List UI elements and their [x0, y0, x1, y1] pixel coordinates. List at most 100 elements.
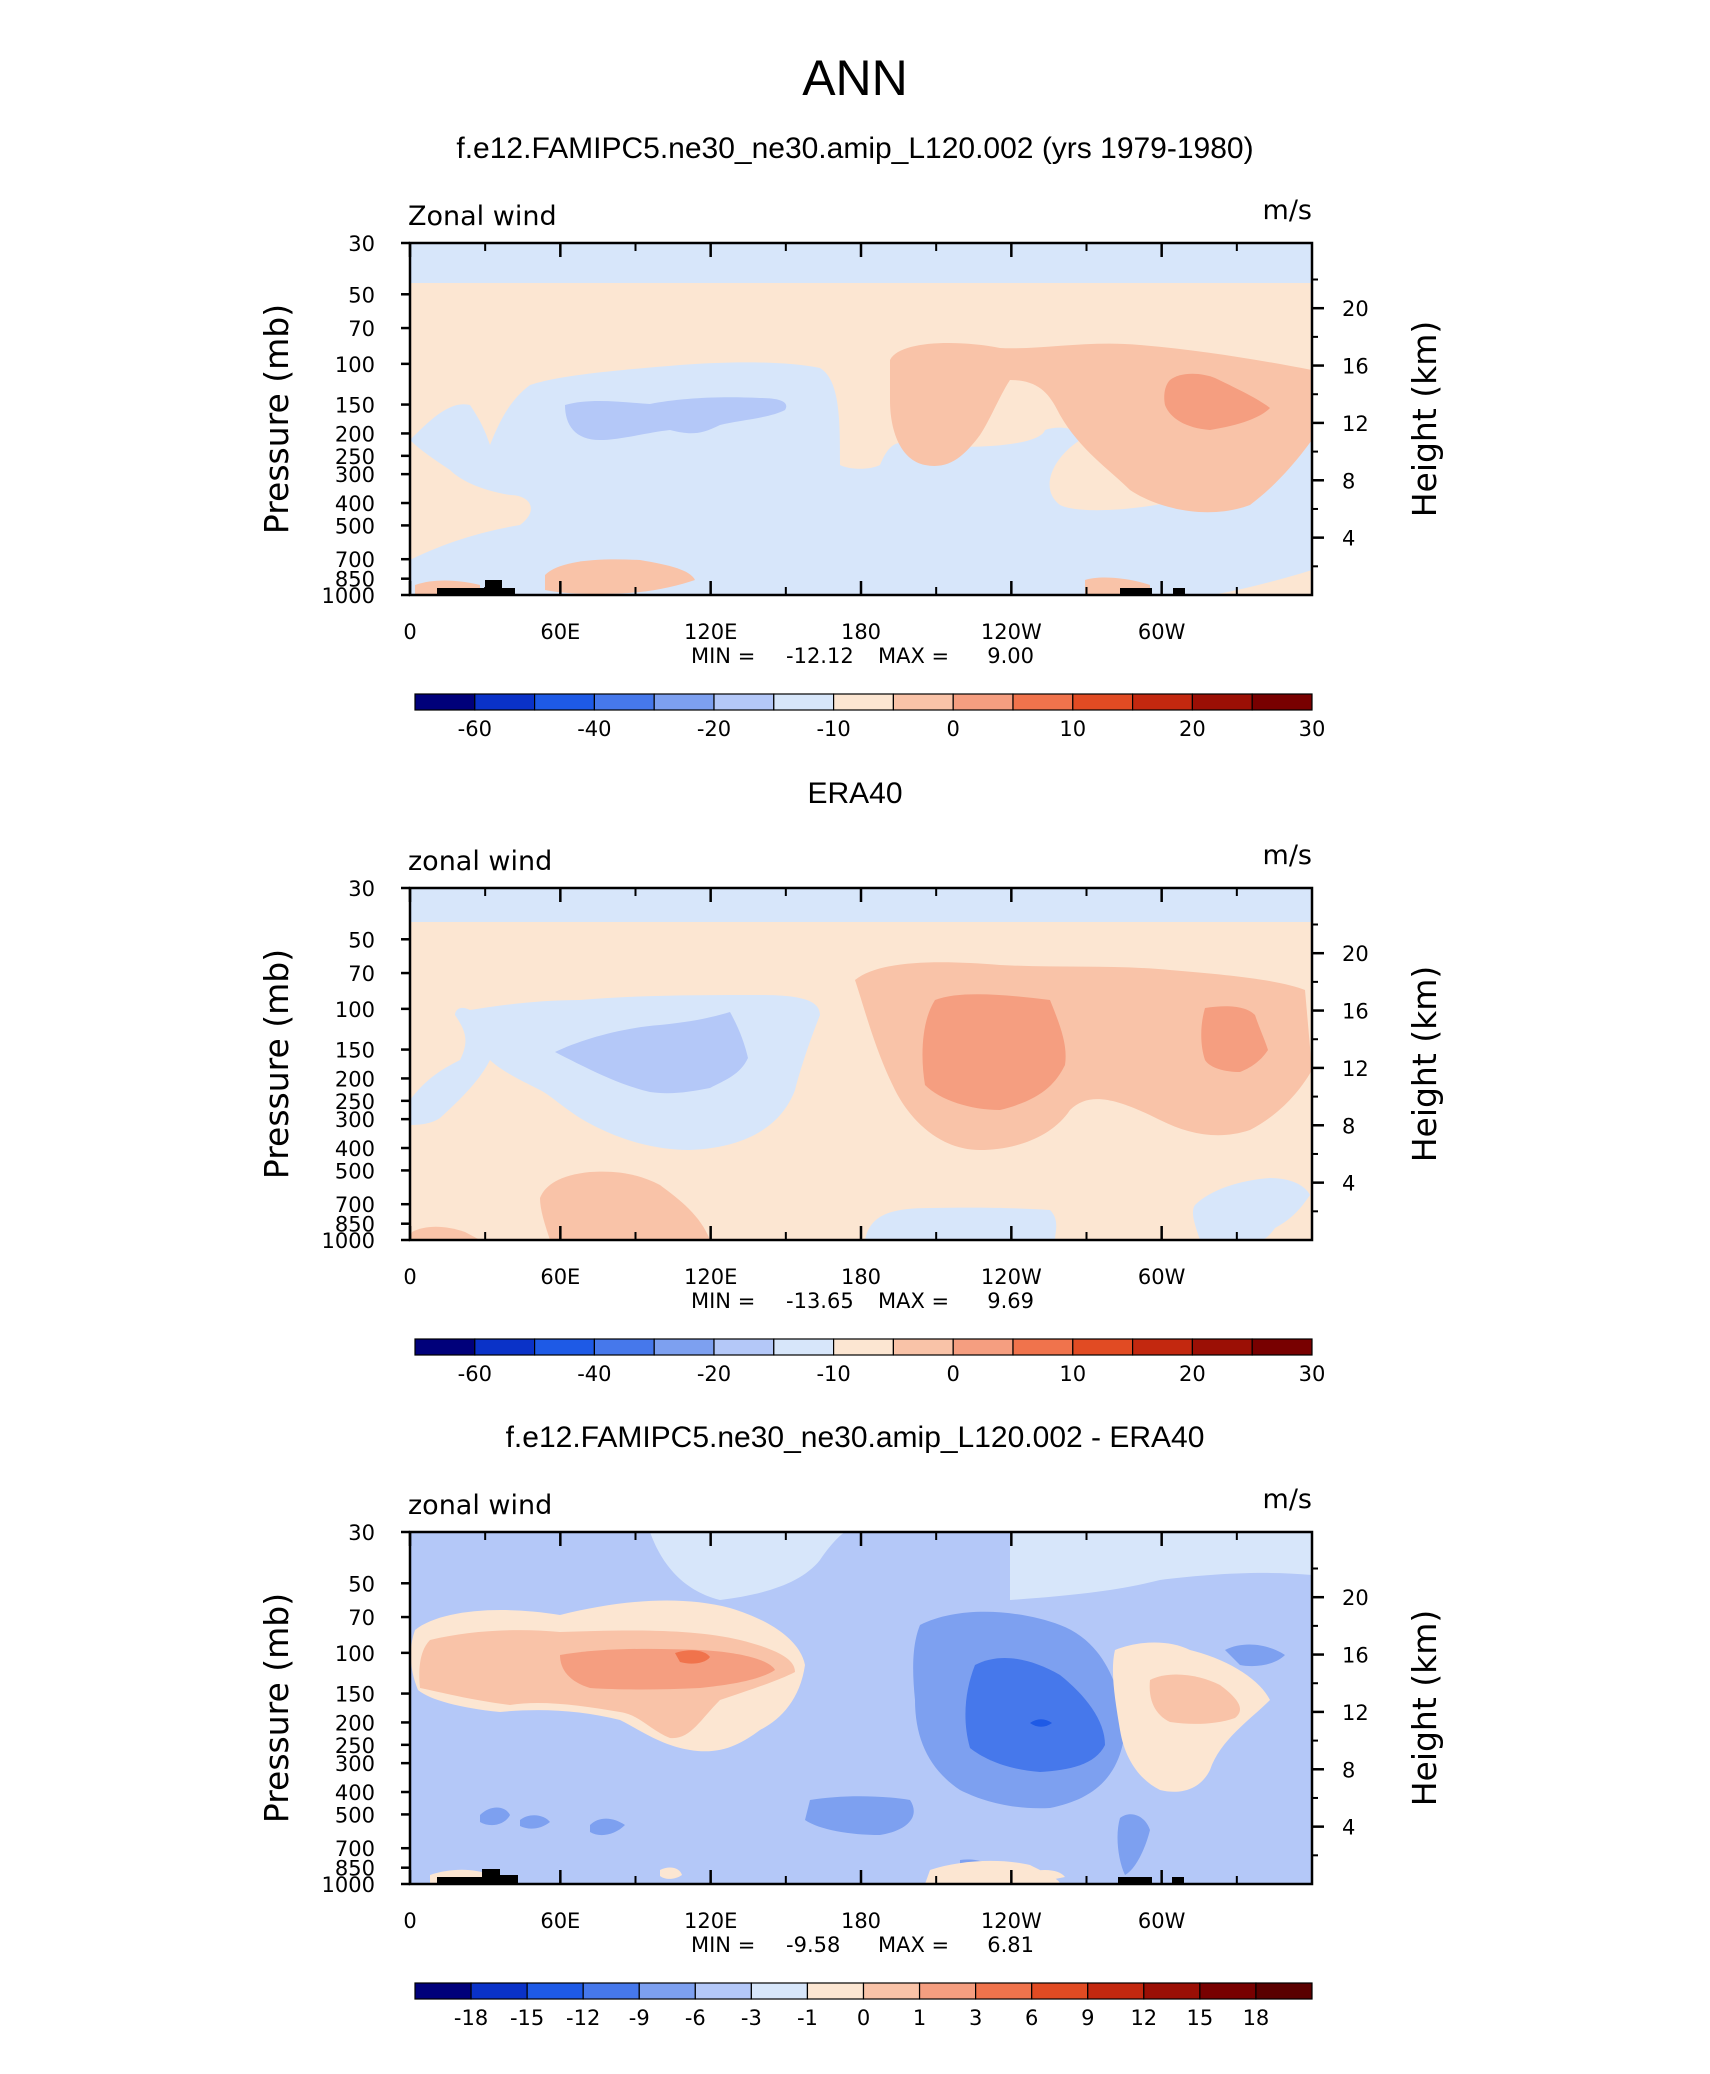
panel-1-y-tick-label: 850 [335, 568, 375, 592]
colorbar-2-label: 0 [947, 1362, 960, 1386]
panel-3-positive-strong [560, 1648, 775, 1690]
panel-1-y-tick-label: 150 [335, 394, 375, 418]
panel-2-x-tick-label: 0 [403, 1265, 416, 1289]
panel-1-topography [437, 580, 1185, 595]
panel-1-y-tick-label: 400 [335, 492, 375, 516]
colorbar-3-box [526, 1982, 584, 2000]
panel-3-y-tick-label: 1000 [322, 1873, 375, 1897]
colorbar-1-box [474, 693, 536, 711]
panel-3-y-axis-title: Pressure (mb) [257, 1593, 296, 1823]
panel-1-min-label: MIN = [691, 644, 755, 668]
panel-1-max-label: MAX = [878, 644, 949, 668]
panel-1-x-tick-label: 180 [841, 620, 881, 644]
colorbar-2-label: 20 [1179, 1362, 1206, 1386]
panel-3-y2-tick-label: 4 [1342, 1816, 1355, 1840]
colorbar-3-label: -1 [797, 2006, 818, 2030]
panel-2-max-value: 9.69 [987, 1289, 1034, 1313]
panel-2-x-tick-label: 60E [540, 1265, 580, 1289]
colorbar-1-box [593, 693, 655, 711]
panel-1-max-value: 9.00 [987, 644, 1034, 668]
panel-2-x-tick-label: 60W [1138, 1265, 1186, 1289]
panel-3-y-tick-label: 500 [335, 1803, 375, 1827]
colorbar-3-box [750, 1982, 809, 2000]
colorbar-3-label: -18 [454, 2006, 488, 2030]
colorbar-2-label: -40 [577, 1362, 611, 1386]
panel-2-x-tick-label: 180 [841, 1265, 881, 1289]
panel-2-y-tick-label: 400 [335, 1137, 375, 1161]
panel-1-x-tick-label: 120W [981, 620, 1042, 644]
panel-2-y2-tick-label: 20 [1342, 942, 1369, 966]
panel-3-y-tick-label: 850 [335, 1857, 375, 1881]
panel-2-negative-lower [865, 1178, 1310, 1240]
panel-1-units: m/s [1263, 195, 1312, 226]
panel-3-negative-peak [1030, 1719, 1052, 1727]
panel-2-contours [410, 888, 1312, 1240]
panel-2-y2-tick-label: 4 [1342, 1172, 1355, 1196]
panel-2-y-tick-label: 70 [348, 962, 375, 986]
colorbar-3-label: 9 [1081, 2006, 1094, 2030]
panel-2-y-tick-label: 200 [335, 1067, 375, 1091]
panel-2-y-tick-label: 300 [335, 1108, 375, 1132]
colorbar-2-label: -60 [458, 1362, 492, 1386]
panel-1-x-tick-label: 60W [1138, 620, 1186, 644]
panel-1-y-tick-label: 100 [335, 353, 375, 377]
panel-2-positive-core-1 [922, 994, 1066, 1110]
panel-1-x-tick-label: 0 [403, 620, 416, 644]
panel-3-y-tick-label: 700 [335, 1837, 375, 1861]
panel-1-positive-lower [545, 559, 695, 595]
panel-1-y-tick-label: 200 [335, 422, 375, 446]
colorbar-3-label: 1 [913, 2006, 926, 2030]
colorbar-3-label: 3 [969, 2006, 982, 2030]
chart-layers: f.e12.FAMIPC5.ne30_ne30.amip_L120.002 (y… [257, 132, 1444, 2030]
colorbar-2-box [414, 1338, 476, 1356]
panel-3-y-tick-label: 150 [335, 1683, 375, 1707]
panel-2-y-tick-label: 1000 [322, 1229, 375, 1253]
colorbar-3-label: 12 [1130, 2006, 1157, 2030]
panel-3-positive-right-core [1149, 1674, 1240, 1724]
panel-1-y-tick-label: 300 [335, 463, 375, 487]
colorbar-3-label: -12 [566, 2006, 600, 2030]
colorbar-1-box [713, 693, 775, 711]
colorbar-1-label: -60 [458, 717, 492, 741]
colorbar-1-box [1251, 693, 1313, 711]
panel-1-x-tick-label: 60E [540, 620, 580, 644]
colorbar-1-box [1072, 693, 1134, 711]
panel-3-y2-tick-label: 8 [1342, 1758, 1355, 1782]
panel-3-y-tick-label: 30 [348, 1521, 375, 1545]
panel-3-y2-tick-label: 12 [1342, 1701, 1369, 1725]
panel-3-x-tick-label: 180 [841, 1909, 881, 1933]
colorbar-2-box [1012, 1338, 1074, 1356]
colorbar-2-box [653, 1338, 715, 1356]
colorbar-3-label: 18 [1243, 2006, 1270, 2030]
colorbar-2-label: -20 [697, 1362, 731, 1386]
colorbar-1-box [414, 693, 476, 711]
colorbar-1-box [892, 693, 954, 711]
colorbar-2-box [952, 1338, 1014, 1356]
colorbar-3-box [1031, 1982, 1089, 2000]
panel-2-y2-tick-label: 16 [1342, 1000, 1369, 1024]
panel-3-x-tick-label: 120W [981, 1909, 1042, 1933]
colorbar-2-label: 30 [1299, 1362, 1326, 1386]
colorbar-2-box [1191, 1338, 1253, 1356]
panel-3-max-label: MAX = [878, 1933, 949, 1957]
panel-3-y-tick-label: 400 [335, 1781, 375, 1805]
colorbar-1-label: 30 [1299, 717, 1326, 741]
colorbar-3-box [975, 1982, 1033, 2000]
colorbar-1-label: -20 [697, 717, 731, 741]
colorbar-3-box [1143, 1982, 1201, 2000]
colorbar-3-label: -15 [510, 2006, 544, 2030]
colorbar-1-label: -40 [577, 717, 611, 741]
colorbar-2-box [474, 1338, 536, 1356]
colorbar-1-box [533, 693, 595, 711]
panel-2-negative-core [555, 1012, 748, 1094]
panel-1-y2-tick-label: 8 [1342, 469, 1355, 493]
colorbar-2-box [533, 1338, 595, 1356]
panel-1-contours [410, 243, 1312, 595]
panel-3-light-band [410, 1532, 1312, 1600]
panel-3-positive-peak [675, 1650, 710, 1664]
panel-2-y-tick-label: 100 [335, 998, 375, 1022]
panel-3-y-tick-label: 250 [335, 1734, 375, 1758]
panel-1-y-tick-label: 1000 [322, 584, 375, 608]
colorbar-1-box [1012, 693, 1074, 711]
